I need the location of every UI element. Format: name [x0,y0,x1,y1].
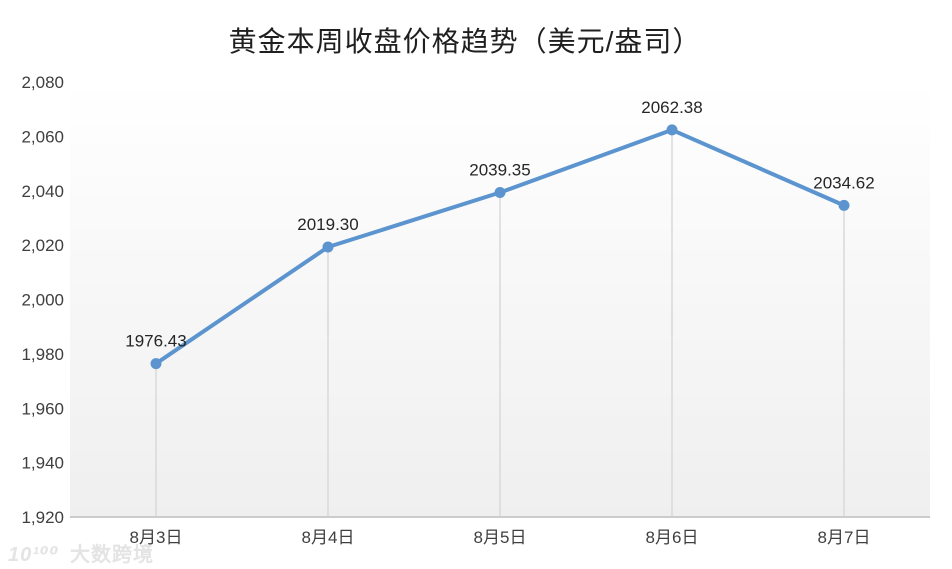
y-axis-tick-label: 1,940 [21,454,64,473]
x-axis-tick-label: 8月5日 [474,528,527,547]
x-axis-tick-label: 8月3日 [130,528,183,547]
data-point-label: 1976.43 [125,332,186,351]
watermark: 10¹⁰⁰ 大数跨境 [8,538,154,567]
y-axis-tick-label: 2,040 [21,182,64,201]
data-point-label: 2034.62 [813,173,874,192]
y-axis-tick-label: 1,960 [21,399,64,418]
chart-title: 黄金本周收盘价格趋势（美元/盎司） [228,26,702,57]
x-axis-tick-label: 8月6日 [646,528,699,547]
data-point-marker [150,358,162,370]
data-point-marker [666,124,678,136]
y-axis-tick-label: 1,980 [21,345,64,364]
data-point-label: 2039.35 [469,161,530,180]
y-axis-tick-label: 2,020 [21,236,64,255]
y-axis-tick-label: 2,000 [21,291,64,310]
x-axis-tick-label: 8月7日 [818,528,871,547]
x-axis-tick-label: 8月4日 [302,528,355,547]
data-point-label: 2062.38 [641,98,702,117]
data-point-marker [322,241,334,253]
y-axis-tick-label: 2,060 [21,127,64,146]
data-point-marker [494,187,506,199]
y-axis-tick-label: 1,920 [21,508,64,527]
data-point-marker [838,199,850,211]
watermark-text: 大数跨境 [70,544,154,566]
data-point-label: 2019.30 [297,215,358,234]
y-axis-tick-label: 2,080 [21,73,64,92]
watermark-logo-icon: 10¹⁰⁰ [8,544,60,566]
